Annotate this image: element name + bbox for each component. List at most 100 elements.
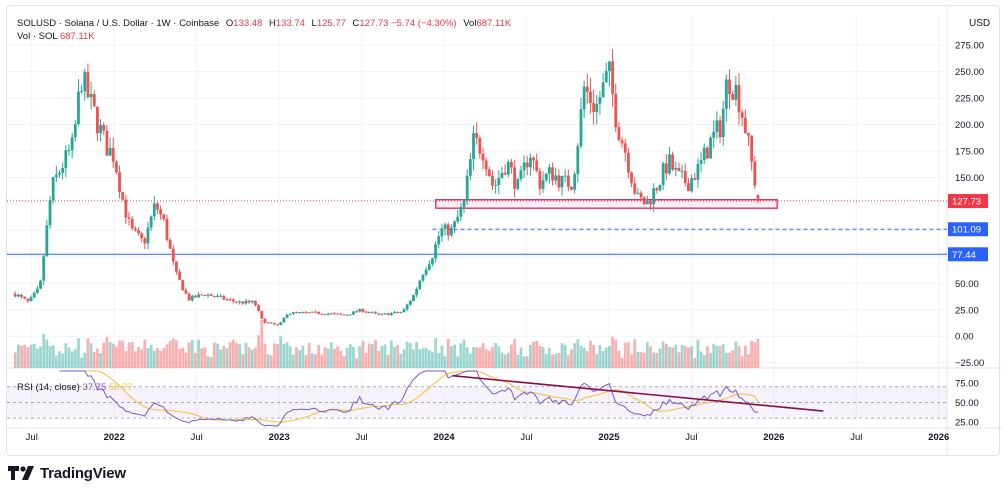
candle-body: [222, 295, 226, 300]
candle-body: [386, 313, 390, 316]
candle-body: [601, 82, 605, 98]
candle-body: [633, 183, 637, 194]
candle-body: [260, 311, 264, 319]
volume-bar: [86, 338, 90, 368]
volume-study-value: 687.11K: [59, 31, 95, 42]
volume-bar: [152, 350, 156, 368]
candle-body: [487, 169, 491, 177]
volume-bar: [228, 342, 232, 368]
volume-bar: [494, 343, 498, 368]
candle-body: [750, 135, 754, 162]
volume-bar: [724, 352, 728, 368]
support-zone-box[interactable]: [435, 199, 778, 209]
candle-body: [446, 224, 450, 236]
candle-body: [721, 108, 725, 138]
candle-body: [200, 294, 204, 296]
candle-body: [374, 312, 377, 314]
candle-body: [295, 312, 298, 314]
volume-bar: [402, 349, 406, 368]
volume-bar: [468, 353, 472, 368]
candle-body: [175, 261, 178, 272]
candle-body: [118, 172, 121, 192]
volume-bar: [487, 350, 491, 368]
volume-study-label[interactable]: Vol · SOL: [17, 31, 58, 42]
candle-body: [377, 313, 381, 315]
time-tick-label: Jul: [850, 432, 862, 443]
volume-bar: [118, 340, 121, 368]
candle-body: [342, 314, 346, 316]
candle-body: [165, 219, 169, 240]
volume-bar: [674, 344, 678, 368]
rsi-value: 37.75: [82, 382, 107, 393]
candle-body: [645, 201, 649, 205]
high-value: 133.74: [275, 18, 305, 29]
candle-body: [396, 311, 400, 313]
volume-bar: [301, 345, 305, 368]
rsi-trendline[interactable]: [452, 374, 824, 412]
volume-bar: [690, 346, 694, 368]
candle-body: [560, 175, 564, 188]
volume-bar: [408, 343, 412, 368]
rsi-tick-label: 75.00: [955, 378, 979, 389]
volume-bar: [73, 349, 77, 368]
volume-bar: [96, 348, 99, 368]
candle-body: [424, 269, 428, 275]
volume-bar: [412, 349, 415, 368]
time-tick-label: Jul: [191, 432, 203, 443]
close-value: 127.73: [359, 18, 389, 29]
volume-bar: [212, 342, 216, 368]
volume-bar: [589, 340, 592, 368]
volume-bar: [503, 354, 507, 368]
candle-body: [285, 314, 289, 318]
candle-body: [614, 93, 618, 128]
volume-bar: [623, 342, 627, 368]
volume-bar: [389, 340, 393, 368]
volume-bar: [563, 344, 567, 368]
price-tick-label: −25.00: [955, 358, 984, 369]
candle-body: [124, 199, 128, 218]
volume-bar: [557, 352, 561, 368]
volume-bar: [320, 354, 324, 368]
candle-body: [291, 312, 295, 314]
volume-bar: [77, 338, 80, 368]
volume-bar: [472, 346, 475, 368]
candle-body: [99, 125, 102, 134]
candle-body: [121, 191, 125, 200]
candle-body: [592, 103, 596, 113]
candle-body: [702, 147, 706, 161]
volume-bar: [168, 340, 172, 368]
volume-bar: [310, 353, 314, 368]
rsi-study-label[interactable]: RSI (14, close): [17, 382, 80, 393]
candle-body: [35, 288, 39, 293]
volume-bar: [329, 342, 333, 368]
candle-body: [111, 147, 115, 162]
symbol-title[interactable]: SOLUSD · Solana / U.S. Dollar · 1W · Coi…: [17, 18, 220, 29]
candle-body: [671, 154, 675, 170]
candle-body: [402, 309, 406, 313]
volume-bar: [99, 352, 102, 368]
currency-label[interactable]: USD: [969, 18, 991, 29]
volume-bar: [70, 351, 74, 368]
volume-bar: [260, 320, 264, 368]
candle-body: [500, 172, 504, 179]
candle-body: [687, 183, 690, 192]
volume-bar: [295, 347, 298, 368]
volume-bar: [32, 344, 36, 368]
candle-body: [658, 184, 662, 191]
brand-name[interactable]: TradingView: [40, 464, 126, 482]
volume-bar: [475, 347, 479, 368]
volume-bar: [677, 352, 681, 368]
chart-canvas[interactable]: −25.000.0025.0050.0075.00100.00125.00150…: [7, 6, 1001, 457]
volume-bar: [184, 352, 188, 368]
candle-body: [181, 280, 185, 291]
candle-body: [276, 324, 279, 326]
volume-bar: [206, 356, 210, 368]
candle-body: [156, 203, 159, 210]
time-tick-label: Jul: [355, 432, 367, 443]
rsi-legend: RSI (14, close) 37.75 50.77: [17, 382, 133, 393]
volume-bar: [535, 340, 539, 368]
price-tick-label: 50.00: [955, 279, 979, 290]
candle-body: [696, 163, 700, 180]
volume-bar: [706, 346, 709, 368]
candle-body: [51, 177, 55, 201]
